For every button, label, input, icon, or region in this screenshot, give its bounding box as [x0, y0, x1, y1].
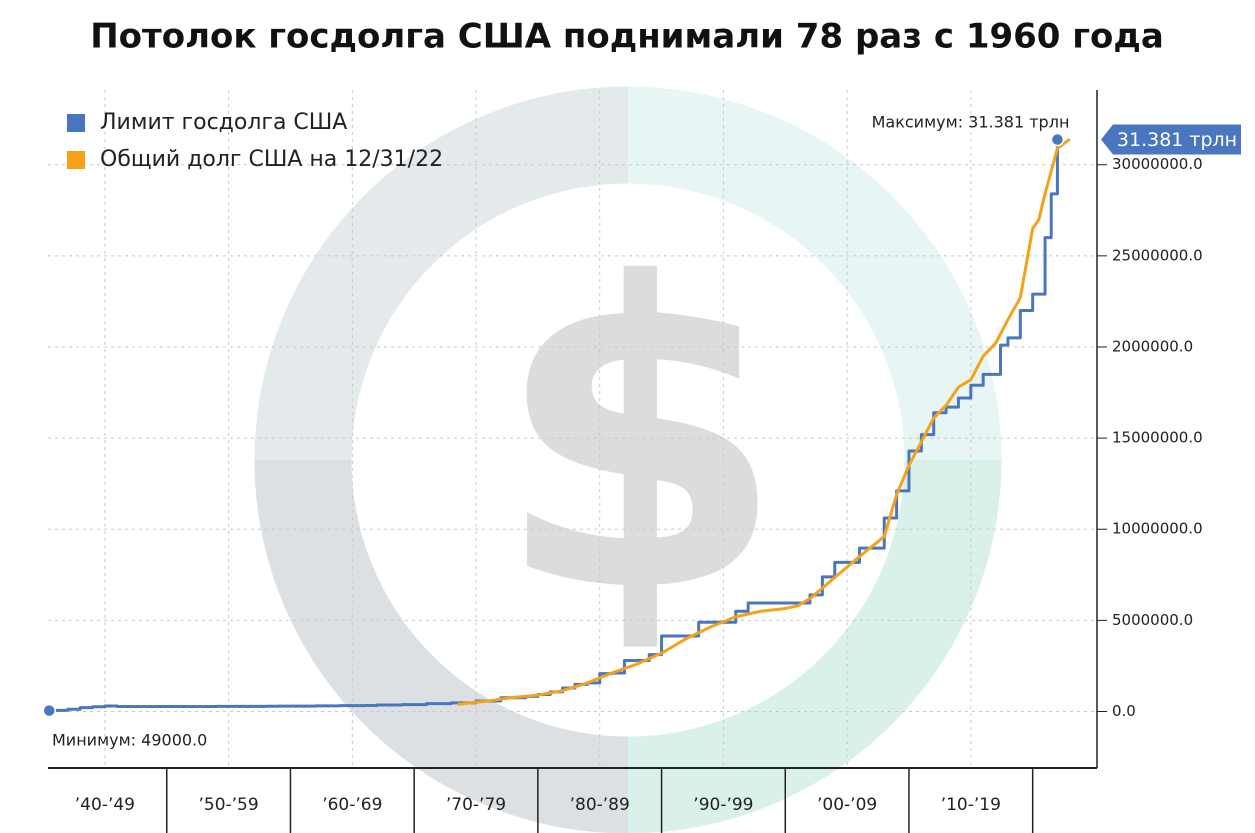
x-tick-label: ’60-’69: [322, 795, 382, 815]
ring-segment: [254, 459, 629, 833]
ring-segment: [254, 86, 629, 461]
x-tick-label: ’00-’09: [817, 795, 877, 815]
value-callout: [1101, 124, 1241, 155]
y-tick-label: 15000000.0: [1112, 429, 1203, 447]
point-marker: [42, 703, 56, 718]
annotation-max: Максимум: 31.381 трлн: [872, 113, 1070, 132]
ring-segment: [627, 459, 1002, 833]
x-tick-label: ’10-’19: [941, 795, 1001, 815]
legend-label: Общий долг США на 12/31/22: [100, 147, 443, 172]
y-tick-label: 10000000.0: [1112, 520, 1203, 538]
x-tick-label: ’50-’59: [198, 795, 258, 815]
y-tick-label: 2000000.0: [1112, 337, 1193, 355]
series-line: [457, 138, 1071, 706]
point-marker: [1050, 132, 1065, 147]
legend-swatch: [67, 114, 85, 132]
chart-title: Потолок госдолга США поднимали 78 раз с …: [90, 17, 1164, 57]
x-tick-label: ’90-’99: [693, 795, 753, 815]
y-tick-label: 30000000.0: [1112, 155, 1203, 173]
y-tick-label: 25000000.0: [1112, 246, 1203, 264]
legend-label: Лимит госдолга США: [100, 110, 347, 135]
x-tick-label: ’40-’49: [75, 795, 135, 815]
x-tick-label: ’70-’79: [446, 795, 506, 815]
x-tick-label: ’80-’89: [570, 795, 630, 815]
annotation-min: Минимум: 49000.0: [52, 731, 207, 750]
y-tick-label: 5000000.0: [1112, 611, 1193, 629]
ring-segment: [627, 86, 1002, 461]
grid: [48, 90, 1097, 768]
y-tick-label: 0.0: [1112, 702, 1136, 720]
value-callout-label: 31.381 трлн: [1117, 129, 1237, 151]
watermark-symbol: $: [494, 196, 786, 685]
legend-swatch: [67, 151, 85, 169]
watermark-ring: [254, 86, 1002, 833]
